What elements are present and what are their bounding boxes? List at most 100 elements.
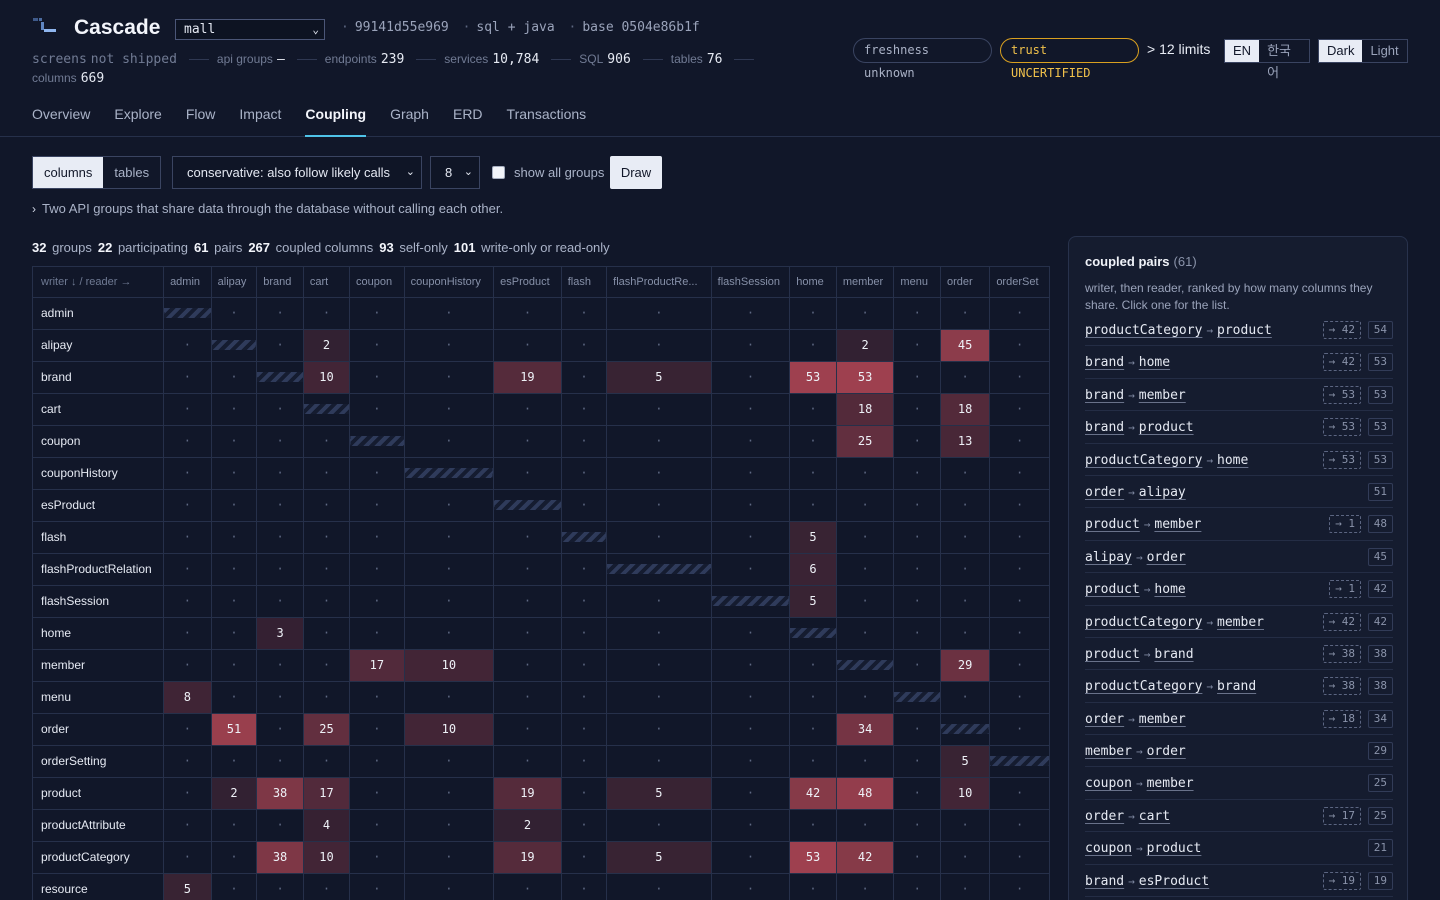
tab-explore[interactable]: Explore bbox=[114, 106, 162, 122]
pair-row[interactable]: brand → product → 53 53 bbox=[1085, 411, 1393, 444]
pair-row[interactable]: brand → member → 53 53 bbox=[1085, 379, 1393, 412]
pair-writer-link[interactable]: productCategory bbox=[1085, 323, 1203, 338]
pair-writer-link[interactable]: order bbox=[1085, 808, 1125, 824]
matrix-column-header[interactable]: orderSet bbox=[989, 267, 1050, 298]
pair-row[interactable]: coupon → product 21 bbox=[1085, 832, 1393, 865]
matrix-row-header[interactable]: productAttribute bbox=[33, 809, 165, 842]
pair-reader-link[interactable]: order bbox=[1146, 549, 1186, 565]
matrix-cell[interactable]: 25 bbox=[836, 425, 895, 458]
matrix-cell[interactable]: 10 bbox=[303, 361, 351, 394]
matrix-cell[interactable]: 5 bbox=[789, 585, 837, 618]
limit-select[interactable]: 8 ⌄ bbox=[430, 156, 480, 189]
matrix-row-header[interactable]: cart bbox=[33, 393, 165, 426]
project-select[interactable]: mall ⌄ bbox=[175, 19, 325, 40]
matrix-cell[interactable]: 38 bbox=[256, 841, 304, 874]
matrix-cell[interactable]: 5 bbox=[606, 361, 712, 394]
pair-writer-link[interactable]: productCategory bbox=[1085, 452, 1203, 468]
tab-transactions[interactable]: Transactions bbox=[506, 106, 587, 122]
matrix-row-header[interactable]: flash bbox=[33, 521, 165, 554]
matrix-cell[interactable]: 10 bbox=[940, 777, 991, 810]
matrix-cell[interactable]: 25 bbox=[303, 713, 351, 746]
matrix-row-header[interactable]: admin bbox=[33, 297, 165, 330]
tab-erd[interactable]: ERD bbox=[452, 106, 483, 122]
matrix-row-header[interactable]: resource bbox=[33, 873, 165, 900]
matrix-column-header[interactable]: member bbox=[836, 267, 895, 298]
matrix-column-header[interactable]: flashSession bbox=[711, 267, 791, 298]
matrix-cell[interactable]: 53 bbox=[789, 841, 837, 874]
pair-row[interactable]: order → cart → 17 25 bbox=[1085, 800, 1393, 833]
tab-impact[interactable]: Impact bbox=[239, 106, 282, 122]
matrix-column-header[interactable]: flashProductRe... bbox=[606, 267, 712, 298]
matrix-column-header[interactable]: flash bbox=[561, 267, 608, 298]
matrix-cell[interactable]: 5 bbox=[606, 777, 712, 810]
matrix-cell[interactable]: 8 bbox=[163, 681, 212, 714]
pair-row[interactable]: productCategory → home → 53 53 bbox=[1085, 444, 1393, 476]
tables-button[interactable]: tables bbox=[114, 165, 150, 180]
matrix-row-header[interactable]: orderSetting bbox=[33, 745, 165, 778]
pair-row[interactable]: member → order 29 bbox=[1085, 735, 1393, 768]
matrix-cell[interactable]: 6 bbox=[789, 553, 837, 586]
matrix-row-header[interactable]: productCategory bbox=[33, 841, 165, 874]
matrix-column-header[interactable]: admin bbox=[163, 267, 212, 298]
matrix-cell[interactable]: 18 bbox=[836, 393, 895, 426]
pair-writer-link[interactable]: order bbox=[1085, 484, 1125, 500]
tab-flow[interactable]: Flow bbox=[185, 106, 216, 122]
matrix-column-header[interactable]: brand bbox=[256, 267, 304, 298]
matrix-cell[interactable]: 45 bbox=[940, 329, 991, 362]
columns-button[interactable]: columns bbox=[33, 157, 104, 188]
matrix-cell[interactable]: 10 bbox=[303, 841, 351, 874]
matrix-cell[interactable]: 2 bbox=[303, 329, 351, 362]
pair-reader-link[interactable]: home bbox=[1138, 355, 1171, 371]
trust-badge[interactable]: trust UNCERTIFIED bbox=[1000, 38, 1139, 80]
show-all-checkbox[interactable] bbox=[492, 166, 505, 179]
pair-writer-link[interactable]: brand bbox=[1085, 355, 1125, 371]
explanation-toggle[interactable]: › Two API groups that share data through … bbox=[32, 201, 503, 216]
matrix-cell[interactable]: 5 bbox=[940, 745, 991, 778]
pair-writer-link[interactable]: product bbox=[1085, 582, 1140, 598]
draw-button[interactable]: Draw bbox=[610, 156, 662, 189]
pair-row[interactable]: product → home → 1 42 bbox=[1085, 573, 1393, 606]
pair-writer-link[interactable]: alipay bbox=[1085, 549, 1132, 565]
pair-writer-link[interactable]: brand bbox=[1085, 387, 1125, 403]
matrix-row-header[interactable]: flashProductRelation bbox=[33, 553, 165, 586]
matrix-cell[interactable]: 5 bbox=[606, 841, 712, 874]
matrix-row-header[interactable]: order bbox=[33, 713, 165, 746]
pair-reader-link[interactable]: home bbox=[1217, 452, 1249, 468]
matrix-cell[interactable]: 2 bbox=[211, 777, 258, 810]
pair-reader-link[interactable]: product bbox=[1217, 323, 1272, 338]
matrix-cell[interactable]: 10 bbox=[404, 713, 495, 746]
pair-reader-link[interactable]: member bbox=[1138, 387, 1186, 403]
theme-light-button[interactable]: Light bbox=[1370, 43, 1399, 58]
matrix-column-header[interactable]: couponHistory bbox=[404, 267, 495, 298]
pair-reader-link[interactable]: brand bbox=[1154, 646, 1194, 662]
matrix-cell[interactable]: 51 bbox=[211, 713, 258, 746]
pair-writer-link[interactable]: product bbox=[1085, 646, 1140, 662]
matrix-column-header[interactable]: home bbox=[789, 267, 837, 298]
pair-row[interactable]: productCategory → member → 42 42 bbox=[1085, 606, 1393, 638]
matrix-row-header[interactable]: alipay bbox=[33, 329, 165, 362]
matrix-cell[interactable]: 19 bbox=[493, 777, 562, 810]
pair-reader-link[interactable]: cart bbox=[1138, 808, 1171, 824]
pair-writer-link[interactable]: coupon bbox=[1085, 841, 1132, 857]
matrix-row-header[interactable]: menu bbox=[33, 681, 165, 714]
pair-reader-link[interactable]: alipay bbox=[1138, 484, 1186, 500]
pair-writer-link[interactable]: brand bbox=[1085, 420, 1125, 436]
pair-reader-link[interactable]: order bbox=[1146, 744, 1186, 760]
pair-row[interactable]: order → alipay 51 bbox=[1085, 476, 1393, 509]
matrix-cell[interactable]: 48 bbox=[836, 777, 895, 810]
matrix-row-header[interactable]: flashSession bbox=[33, 585, 165, 618]
matrix-cell[interactable]: 34 bbox=[836, 713, 895, 746]
matrix-row-header[interactable]: product bbox=[33, 777, 165, 810]
pair-reader-link[interactable]: member bbox=[1138, 711, 1186, 727]
matrix-cell[interactable]: 17 bbox=[303, 777, 351, 810]
matrix-cell[interactable]: 19 bbox=[493, 841, 562, 874]
matrix-cell[interactable]: 10 bbox=[404, 649, 495, 682]
matrix-cell[interactable]: 13 bbox=[940, 425, 991, 458]
matrix-cell[interactable]: 53 bbox=[836, 361, 895, 394]
limits-toggle[interactable]: > 12 limits bbox=[1147, 41, 1211, 57]
pair-reader-link[interactable]: product bbox=[1138, 420, 1194, 436]
matrix-cell[interactable]: 42 bbox=[789, 777, 837, 810]
matrix-cell[interactable]: 18 bbox=[940, 393, 991, 426]
pair-row[interactable]: order → member → 18 34 bbox=[1085, 703, 1393, 736]
matrix-cell[interactable]: 4 bbox=[303, 809, 351, 842]
